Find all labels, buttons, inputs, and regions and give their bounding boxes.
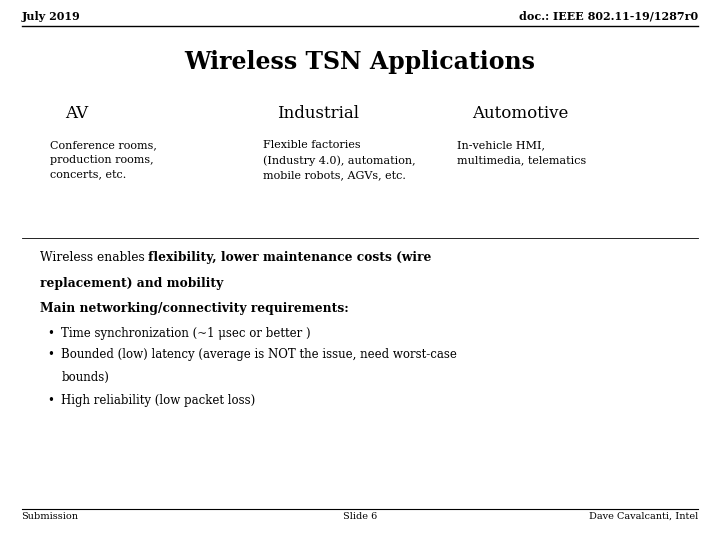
Text: July 2019: July 2019 — [22, 11, 81, 22]
Text: replacement) and mobility: replacement) and mobility — [40, 277, 223, 290]
Text: High reliability (low packet loss): High reliability (low packet loss) — [61, 394, 256, 407]
Text: Wireless enables: Wireless enables — [40, 251, 148, 264]
Text: Time synchronization (~1 μsec or better ): Time synchronization (~1 μsec or better … — [61, 327, 311, 340]
Text: In-vehicle HMI,
multimedia, telematics: In-vehicle HMI, multimedia, telematics — [457, 140, 587, 165]
Text: •: • — [47, 394, 54, 407]
Text: doc.: IEEE 802.11-19/1287r0: doc.: IEEE 802.11-19/1287r0 — [519, 11, 698, 22]
Text: Automotive: Automotive — [472, 105, 568, 122]
Text: AV: AV — [65, 105, 88, 122]
Text: •: • — [47, 327, 54, 340]
Text: Conference rooms,
production rooms,
concerts, etc.: Conference rooms, production rooms, conc… — [50, 140, 157, 179]
Text: Slide 6: Slide 6 — [343, 512, 377, 521]
Text: Industrial: Industrial — [277, 105, 359, 122]
Text: Flexible factories
(Industry 4.0), automation,
mobile robots, AGVs, etc.: Flexible factories (Industry 4.0), autom… — [263, 140, 415, 180]
Text: flexibility, lower maintenance costs (wire: flexibility, lower maintenance costs (wi… — [148, 251, 431, 264]
Text: Wireless TSN Applications: Wireless TSN Applications — [184, 50, 536, 74]
Text: Dave Cavalcanti, Intel: Dave Cavalcanti, Intel — [589, 512, 698, 521]
Text: Main networking/connectivity requirements:: Main networking/connectivity requirement… — [40, 302, 348, 315]
Text: •: • — [47, 348, 54, 361]
Text: Submission: Submission — [22, 512, 78, 521]
Text: Bounded (low) latency (average is NOT the issue, need worst-case: Bounded (low) latency (average is NOT th… — [61, 348, 457, 361]
Text: bounds): bounds) — [61, 371, 109, 384]
